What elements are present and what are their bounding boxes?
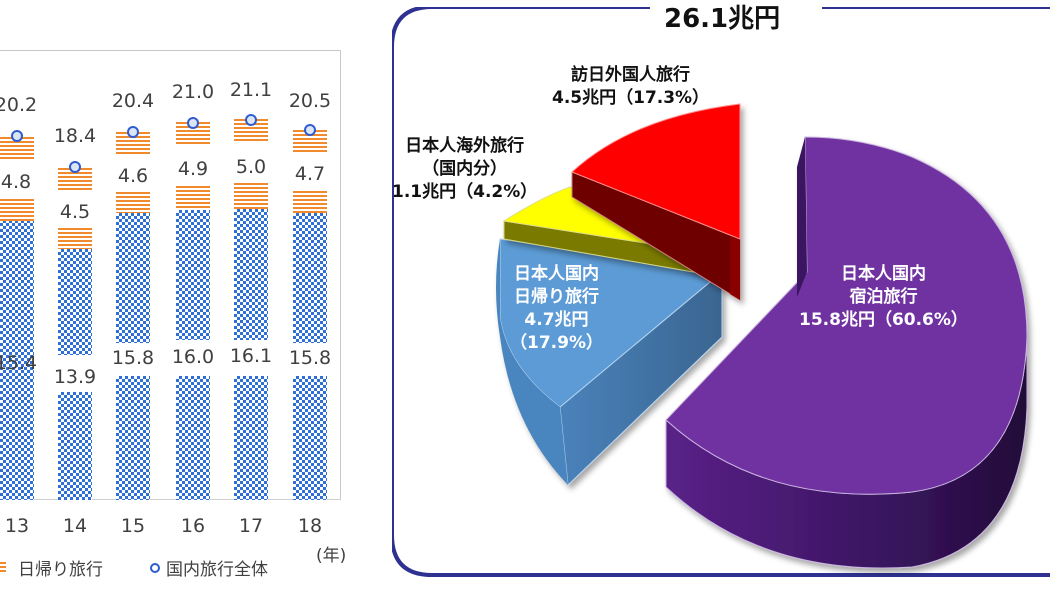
bar-stay-16 xyxy=(176,376,210,500)
total-marker-16 xyxy=(187,117,199,129)
day-label-18: 4.7 xyxy=(294,163,326,185)
stay-label-13: 15.4 xyxy=(0,352,38,374)
total-label-13: 20.2 xyxy=(0,94,38,116)
total-label-16: 21.0 xyxy=(171,81,215,103)
bar-day-15 xyxy=(116,192,150,213)
legend-label-total: 国内旅行全体 xyxy=(166,560,268,580)
day-label-17: 5.0 xyxy=(235,156,267,178)
slice-domestic-stay xyxy=(665,136,1028,569)
total-marker-15 xyxy=(127,126,139,138)
total-label-17: 21.1 xyxy=(229,79,273,101)
bar-stay-16-upper xyxy=(176,210,210,340)
day-label-14: 4.5 xyxy=(59,201,91,223)
legend-item-total: 国内旅行全体 xyxy=(150,555,268,580)
bar-day-16 xyxy=(176,186,210,210)
total-marker-17 xyxy=(245,114,257,126)
total-label-18: 20.5 xyxy=(288,90,332,112)
pie-3d-graphic xyxy=(496,103,1028,569)
stacked-bar-chart: 20.2 4.8 15.4 13 18.4 4.5 13.9 14 20.4 4… xyxy=(0,0,370,590)
slice-domestic-daytrip xyxy=(496,238,724,487)
x-tick-15: 15 xyxy=(120,515,146,537)
x-tick-14: 14 xyxy=(62,515,88,537)
stay-label-16: 16.0 xyxy=(171,346,215,368)
bar-stay-14-upper xyxy=(58,249,92,355)
pie-total-title: 26.1兆円 xyxy=(650,0,795,35)
bar-day-top-18 xyxy=(293,130,327,153)
bar-day-18 xyxy=(293,191,327,213)
bar-day-top-16 xyxy=(176,122,210,145)
stay-label-18: 15.8 xyxy=(288,347,332,369)
plot-area-frame xyxy=(0,50,341,500)
x-tick-16: 16 xyxy=(180,515,206,537)
label-inbound: 訪日外国人旅行 4.5兆円（17.3%） xyxy=(552,65,710,108)
bar-day-17 xyxy=(234,183,268,209)
x-tick-13: 13 xyxy=(4,515,30,537)
total-marker-18 xyxy=(304,124,316,136)
stay-label-15: 15.8 xyxy=(111,347,155,369)
label-outbound: 日本人海外旅行 （国内分） 1.1兆円（4.2%） xyxy=(392,136,538,202)
bar-stay-17-upper xyxy=(234,209,268,340)
circle-marker-icon xyxy=(150,562,160,573)
x-tick-17: 17 xyxy=(238,515,264,537)
total-marker-14 xyxy=(69,161,81,173)
bar-stay-18-upper xyxy=(293,213,327,343)
bar-day-14 xyxy=(58,228,92,249)
striped-swatch-icon xyxy=(0,561,6,574)
label-daytrip: 日本人国内 日帰り旅行 4.7兆円 （17.9%） xyxy=(510,264,603,353)
stay-label-14: 13.9 xyxy=(53,366,97,388)
legend-item-day-trip: 日帰り旅行 xyxy=(0,555,103,580)
bar-stay-18 xyxy=(293,376,327,500)
slice-inbound xyxy=(571,103,741,301)
x-axis-unit-label: (年) xyxy=(316,546,347,566)
bar-day-top-13 xyxy=(0,137,34,160)
bar-day-top-15 xyxy=(116,132,150,155)
pie-chart-panel: 26.1兆円 訪日外国人旅行 4.5兆円（17.3%） 日本人海外旅行 （国内分… xyxy=(392,0,1050,577)
bar-day-13 xyxy=(0,199,34,221)
day-label-16: 4.9 xyxy=(177,158,209,180)
bar-stay-17 xyxy=(234,376,268,500)
legend-label-day-trip: 日帰り旅行 xyxy=(18,560,103,580)
bar-stay-15-upper xyxy=(116,213,150,343)
bar-day-top-14 xyxy=(58,168,92,190)
day-label-15: 4.6 xyxy=(117,165,149,187)
panel-frame xyxy=(392,7,1050,577)
bar-stay-13 xyxy=(0,220,34,500)
label-stay: 日本人国内 宿泊旅行 15.8兆円（60.6%） xyxy=(799,264,968,330)
total-marker-13 xyxy=(11,130,23,142)
stay-label-17: 16.1 xyxy=(229,345,273,367)
total-label-15: 20.4 xyxy=(111,90,155,112)
bar-stay-14 xyxy=(58,392,92,500)
day-label-13: 4.8 xyxy=(0,171,32,193)
x-tick-18: 18 xyxy=(297,515,323,537)
total-label-14: 18.4 xyxy=(53,125,97,147)
bar-stay-15 xyxy=(116,376,150,500)
